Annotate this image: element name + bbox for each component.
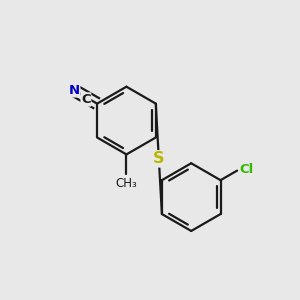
Text: CH₃: CH₃: [116, 177, 137, 190]
Text: Cl: Cl: [239, 163, 254, 176]
Text: N: N: [69, 84, 80, 97]
Text: S: S: [153, 151, 165, 166]
Text: C: C: [81, 93, 91, 106]
